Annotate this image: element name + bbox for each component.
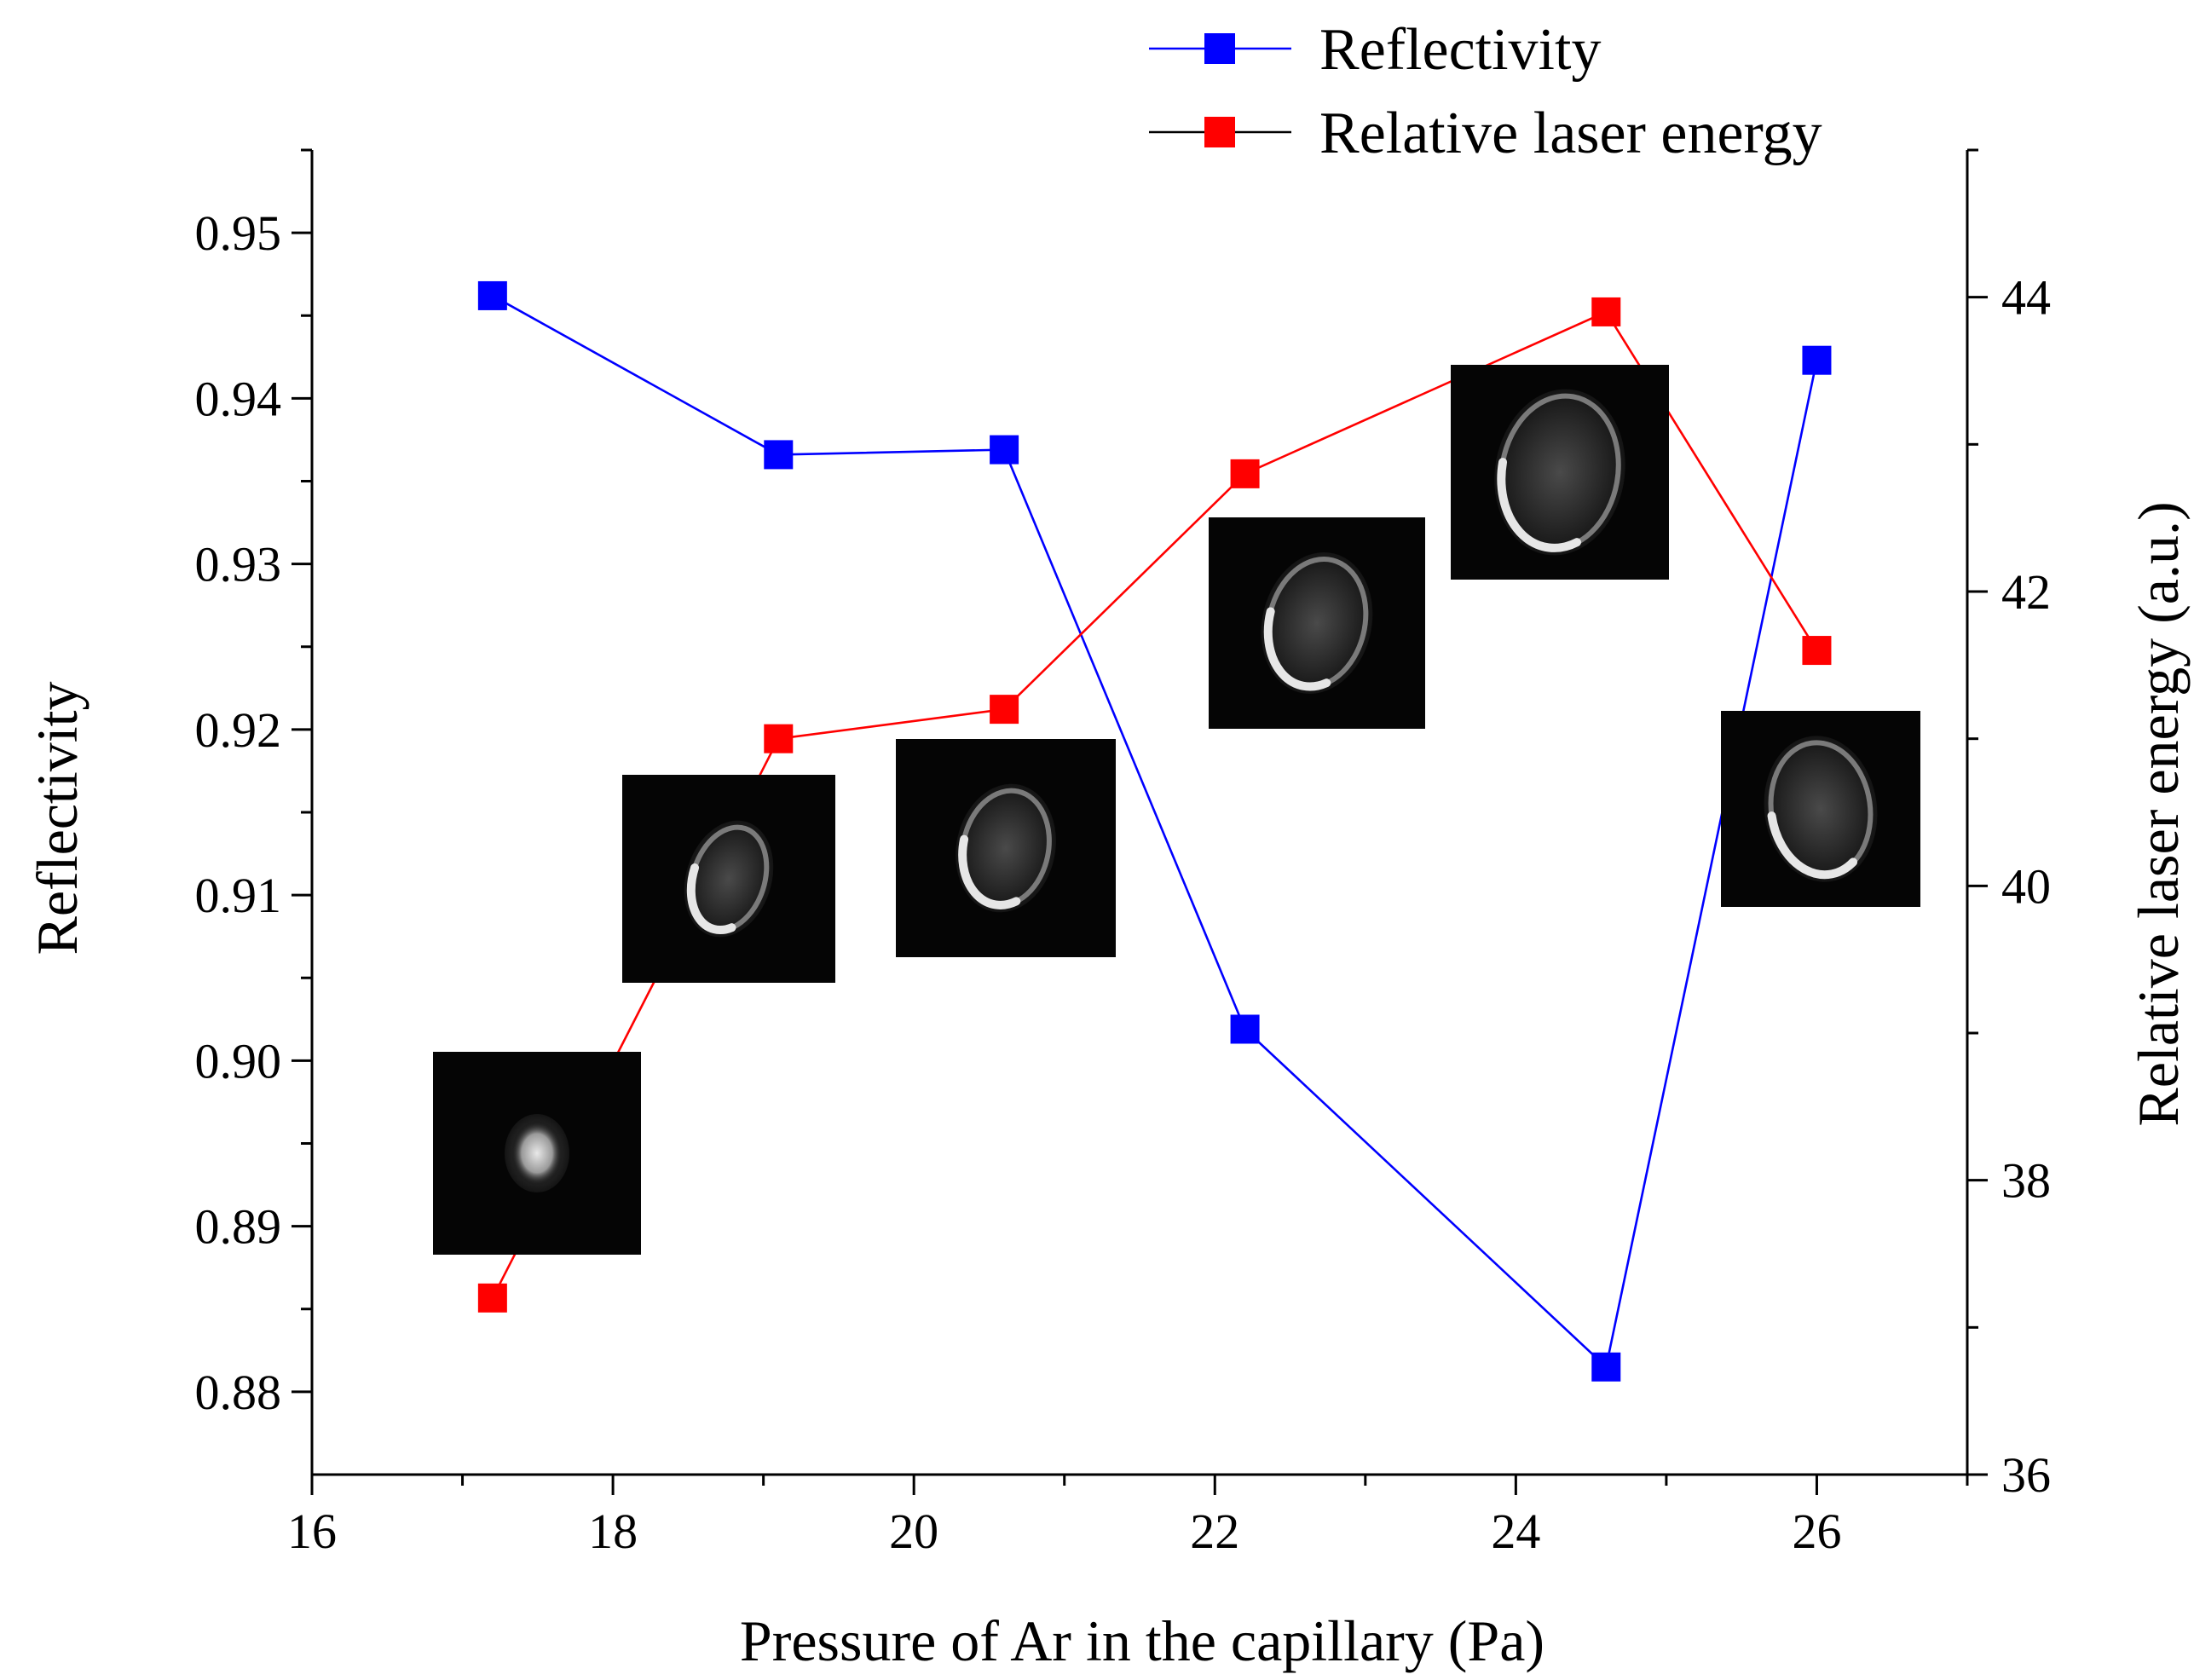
marker-relative-laser-energy: [1802, 636, 1832, 666]
y-tick-label: 0.94: [195, 371, 282, 426]
beam-profile-22.2-pa: [1209, 517, 1425, 729]
beam-halo: [1764, 736, 1878, 882]
beam-profile-26.0-pa: [1721, 711, 1920, 907]
x-axis-title: Pressure of Ar in the capillary (Pa): [740, 1608, 1544, 1673]
beam-profile-24.6-pa: [1451, 365, 1669, 580]
marker-reflectivity: [1802, 345, 1832, 375]
y-tick-label: 0.93: [195, 537, 282, 592]
y2-tick-label: 38: [2001, 1153, 2051, 1209]
beam-halo: [956, 783, 1056, 913]
beam-halo: [684, 820, 774, 938]
beam-halo: [1494, 389, 1625, 556]
marker-reflectivity: [764, 440, 794, 470]
y2-axis-title: Relative laser energy (a.u.): [2126, 501, 2191, 1126]
legend-marker-reflectivity: [1204, 33, 1235, 64]
y2-tick-label: 40: [2001, 858, 2051, 914]
legend-label-reflectivity: Reflectivity: [1319, 17, 1601, 83]
beam-bright-arc: [1767, 811, 1858, 880]
marker-relative-laser-energy: [1591, 297, 1621, 326]
x-tick-label: 20: [889, 1504, 938, 1559]
marker-relative-laser-energy: [1230, 459, 1260, 488]
inset-images: [433, 365, 1920, 1255]
legend-marker-relative-laser-energy: [1204, 117, 1235, 147]
beam-bright-arc: [686, 863, 736, 935]
marker-reflectivity: [1230, 1014, 1260, 1044]
marker-relative-laser-energy: [477, 1283, 507, 1313]
legend: Reflectivity Relative laser energy: [1149, 17, 1822, 166]
beam-profile-17.2-pa: [433, 1052, 641, 1255]
marker-relative-laser-energy: [990, 695, 1019, 725]
y-axis-title: Reflectivity: [25, 681, 89, 955]
x-tick-label: 16: [287, 1504, 337, 1559]
beam-profile-19.1-pa: [622, 775, 835, 983]
beam-bright-arc: [1263, 607, 1331, 691]
legend-label-relative-laser-energy: Relative laser energy: [1319, 101, 1822, 166]
y2-tick-label: 36: [2001, 1447, 2051, 1503]
marker-relative-laser-energy: [764, 724, 794, 753]
y-tick-label: 0.92: [195, 702, 282, 758]
y2-tick-label: 44: [2001, 270, 2051, 326]
beam-profile-20.6-pa: [896, 739, 1116, 957]
y-tick-label: 0.91: [195, 868, 282, 923]
y-tick-label: 0.88: [195, 1365, 282, 1420]
y2-tick-label: 42: [2001, 564, 2051, 620]
x-tick-label: 18: [588, 1504, 638, 1559]
series-markers: [477, 280, 1832, 1382]
beam-bright-arc: [958, 834, 1021, 909]
x-tick-label: 26: [1792, 1504, 1841, 1559]
beam-bright-arc: [1497, 458, 1582, 552]
beam-halo: [1261, 552, 1373, 694]
marker-reflectivity: [1591, 1352, 1621, 1382]
series-line-reflectivity: [492, 294, 1818, 1370]
marker-reflectivity: [990, 435, 1019, 465]
y-tick-label: 0.90: [195, 1033, 282, 1088]
beam-spot: [511, 1121, 563, 1186]
y-tick-label: 0.95: [195, 205, 282, 261]
y-tick-label: 0.89: [195, 1199, 282, 1255]
marker-reflectivity: [477, 280, 507, 310]
x-tick-label: 22: [1190, 1504, 1239, 1559]
axes-group: 16 18 20 22 24 26 0.88 0.89 0.90 0.91 0.92 0.93 0.94…: [195, 148, 2051, 1559]
x-tick-label: 24: [1491, 1504, 1540, 1559]
